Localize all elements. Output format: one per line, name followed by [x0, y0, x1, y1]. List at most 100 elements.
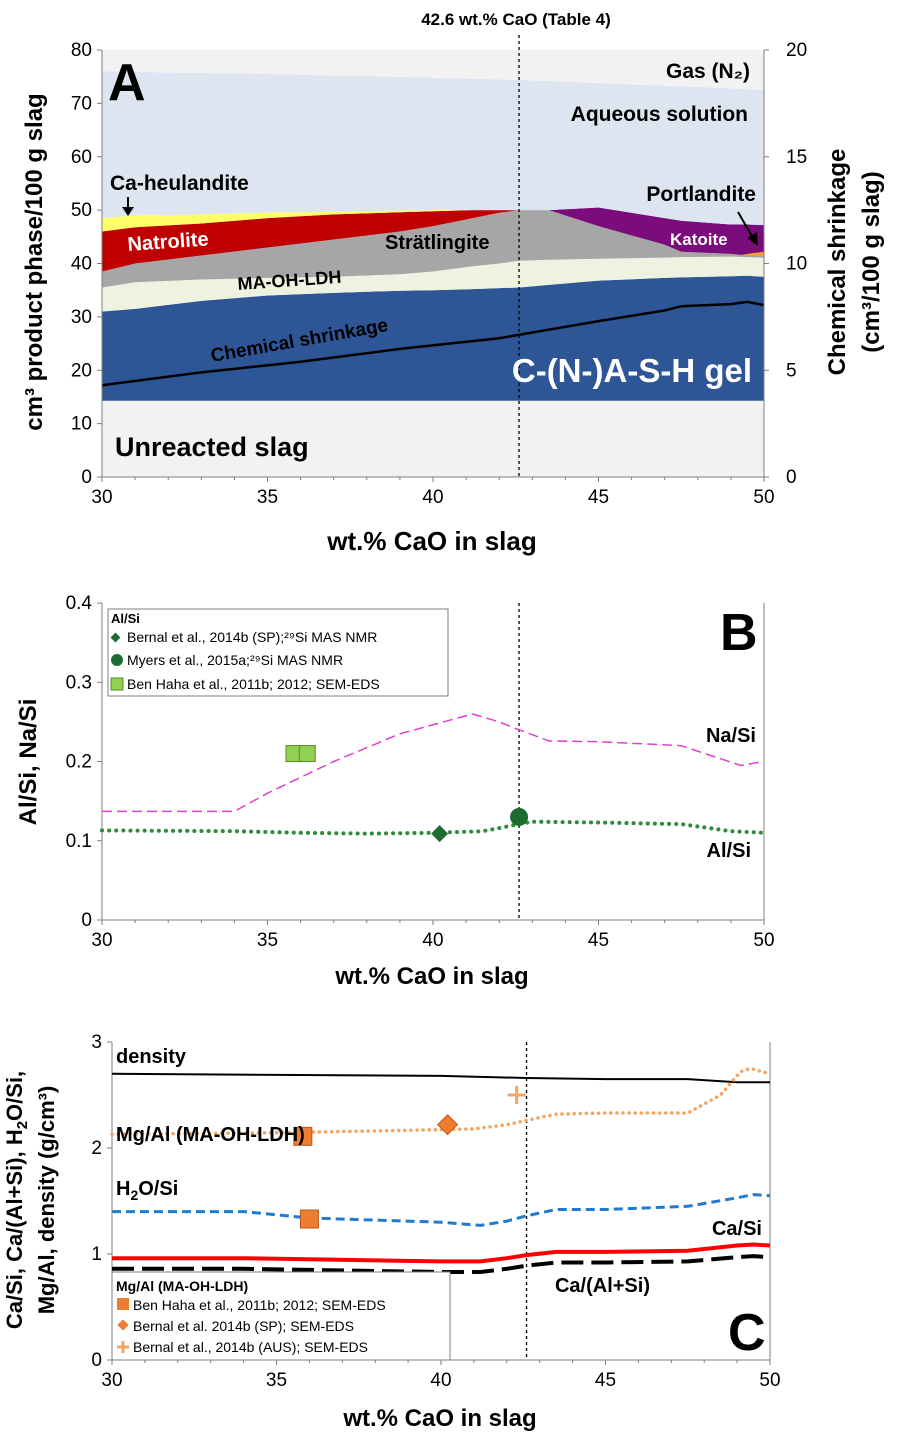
- legend-circle-marker: [111, 654, 123, 666]
- panel-a-label: A: [108, 54, 146, 112]
- myers-circle-point: [510, 807, 529, 826]
- x-tick-label: 45: [588, 930, 609, 951]
- y2-tick-label: 15: [786, 147, 807, 168]
- panel-a-axes: 30 35 40 45 50 0 10 20 30 40 50 60 70 80 0 5 10 15 20: [71, 35, 807, 508]
- label-gas: Gas (N₂): [666, 60, 750, 83]
- y-tick-label: 3: [91, 1032, 102, 1053]
- area-unreacted: [102, 400, 764, 477]
- panel-b-legend-item-1: Bernal et al., 2014b (SP);²⁹Si MAS NMR: [127, 629, 377, 645]
- chemical-shrinkage-line: [101, 300, 765, 387]
- panel-c-ylabel-line1: Ca/Si, Ca/(Al+Si), H2O/Si,: [2, 1071, 31, 1329]
- panel-c-legend-item-3: Bernal et al., 2014b (AUS); SEM-EDS: [133, 1339, 368, 1355]
- panel-c: 30 35 40 45 50 0 1 2 3 density Mg/Al (MA-OH-LDH)…: [2, 1032, 781, 1432]
- panel-c-series: [110, 1066, 772, 1274]
- y-tick-label: 80: [71, 40, 92, 61]
- panel-b-legend-box: [107, 608, 449, 697]
- legend-square-marker: [110, 677, 124, 691]
- y-tick-label: 0: [81, 910, 92, 931]
- panel-b-legend-item-3: Ben Haha et al., 2011b; 2012; SEM-EDS: [127, 676, 380, 692]
- panel-b-ylabel: Al/Si, Na/Si: [15, 699, 42, 826]
- portlandite-arrow: [737, 211, 758, 246]
- legend-diamond-marker: [110, 632, 121, 643]
- label-h2o-si: H2O/Si: [116, 1178, 178, 1203]
- mg-al-line: [110, 1066, 772, 1136]
- panel-b-series: [100, 713, 766, 843]
- ben-haha-orange-square-point: [293, 1126, 313, 1146]
- area-ma-oh-ldh: [102, 256, 764, 312]
- x-tick-label: 50: [759, 1370, 780, 1391]
- area-gas: [102, 50, 764, 90]
- x-tick-label: 35: [257, 487, 278, 508]
- x-tick-label: 35: [257, 930, 278, 951]
- ca-si-line: [112, 1242, 771, 1264]
- ca-al-si-line: [112, 1254, 771, 1274]
- x-tick-label: 40: [422, 487, 443, 508]
- panel-b-axes: 30 35 40 45 50 0 0.1 0.2 0.3 0.4: [66, 593, 775, 951]
- x-tick-label: 45: [595, 1370, 616, 1391]
- area-natrolite: [102, 210, 764, 272]
- panel-a: 30 35 40 45 50 0 10 20 30 40 50 60 70 80 0 5 10 15 20 42.6…: [21, 10, 885, 556]
- label-ca-heulandite: Ca-heulandite: [110, 172, 249, 195]
- panel-a-phase-areas: [102, 50, 764, 477]
- y-tick-label: 20: [71, 360, 92, 381]
- na-si-line: [102, 713, 765, 813]
- y2-tick-label: 5: [786, 360, 797, 381]
- x-tick-label: 40: [430, 1370, 451, 1391]
- al-si-line: [100, 819, 766, 836]
- x-tick-label: 30: [101, 1370, 122, 1391]
- y-tick-label: 50: [71, 200, 92, 221]
- panel-a-ylabel: cm³ product phase/100 g slag: [21, 93, 48, 430]
- panel-a-y2label-line2: (cm³/100 g slag): [858, 171, 885, 352]
- ca-heulandite-arrow: [122, 197, 134, 216]
- panel-c-legend-title: Mg/Al (MA-OH-LDH): [116, 1278, 248, 1294]
- legend-orange-plus-marker: [117, 1341, 129, 1353]
- legend-orange-diamond-marker: [117, 1319, 129, 1331]
- label-aqueous-solution: Aqueous solution: [571, 103, 748, 126]
- label-unreacted-slag: Unreacted slag: [115, 432, 309, 462]
- legend-orange-square-marker: [117, 1298, 129, 1310]
- y-tick-label: 0.1: [66, 831, 92, 852]
- label-al-si: Al/Si: [707, 840, 751, 862]
- y2-tick-label: 20: [786, 40, 807, 61]
- y-tick-label: 40: [71, 254, 92, 275]
- label-portlandite: Portlandite: [646, 183, 756, 206]
- label-mg-al: Mg/Al (MA-OH-LDH): [116, 1124, 305, 1146]
- x-tick-label: 50: [753, 930, 774, 951]
- x-tick-label: 30: [91, 930, 112, 951]
- panel-b: 30 35 40 45 50 0 0.1 0.2 0.3 0.4 Al/Si Bernal et …: [15, 593, 775, 990]
- y-tick-label: 10: [71, 414, 92, 435]
- y-tick-label: 0.3: [66, 672, 92, 693]
- bernal-diamond-point: [431, 825, 449, 843]
- panel-a-shrinkage-layer: [101, 300, 765, 387]
- panel-b-label: B: [720, 604, 758, 662]
- h2o-si-line: [112, 1193, 771, 1227]
- label-katoite: Katoite: [670, 230, 728, 249]
- label-gel: C-(N-)A-S-H gel: [512, 352, 752, 389]
- panel-c-legend-box: [111, 1271, 451, 1361]
- label-density: density: [116, 1046, 187, 1068]
- y-tick-label: 30: [71, 307, 92, 328]
- label-ca-al-si: Ca/(Al+Si): [555, 1275, 650, 1297]
- area-katoite: [102, 207, 764, 256]
- y-tick-label: 0: [91, 1350, 102, 1371]
- label-na-si: Na/Si: [706, 725, 756, 747]
- area-gel: [102, 275, 764, 401]
- panel-b-legend-item-2: Myers et al., 2015a;²⁹Si MAS NMR: [127, 652, 343, 668]
- y-tick-label: 1: [91, 1244, 102, 1265]
- y-tick-label: 70: [71, 93, 92, 114]
- ben-haha-square-point: [298, 745, 316, 763]
- density-line: [111, 1072, 770, 1084]
- panel-a-xlabel: wt.% CaO in slag: [326, 526, 537, 556]
- y2-tick-label: 10: [786, 254, 807, 275]
- area-stratlingite: [102, 210, 764, 288]
- y-tick-label: 0.2: [66, 752, 92, 773]
- x-tick-label: 45: [588, 487, 609, 508]
- y2-tick-label: 0: [786, 467, 797, 488]
- x-tick-label: 50: [753, 487, 774, 508]
- panel-a-reference-label: 42.6 wt.% CaO (Table 4): [421, 10, 611, 29]
- ben-haha-orange-square-point: [299, 1209, 319, 1229]
- y-tick-label: 2: [91, 1138, 102, 1159]
- x-tick-label: 35: [266, 1370, 287, 1391]
- label-ca-si: Ca/Si: [712, 1218, 762, 1240]
